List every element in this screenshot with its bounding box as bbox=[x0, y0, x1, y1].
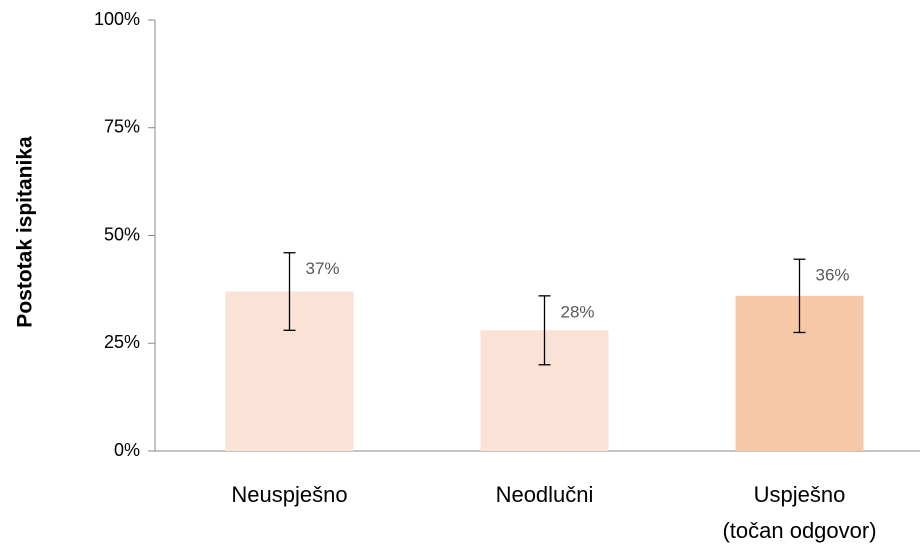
x-tick-label: Neodlučni bbox=[496, 482, 594, 507]
y-tick-label: 75% bbox=[104, 117, 140, 137]
value-label: 36% bbox=[816, 266, 850, 285]
x-tick-label: Uspješno (točan odgovor) bbox=[722, 482, 876, 543]
y-tick-label: 50% bbox=[104, 224, 140, 244]
y-tick-label: 100% bbox=[94, 9, 140, 29]
x-tick-label: Neuspješno bbox=[231, 482, 347, 507]
y-tick-label: 0% bbox=[114, 440, 140, 460]
y-tick-label: 25% bbox=[104, 332, 140, 352]
y-axis-label: Postotak ispitanika bbox=[14, 136, 37, 328]
error-bar bbox=[793, 258, 806, 334]
error-bar bbox=[283, 252, 296, 331]
value-label: 28% bbox=[561, 302, 595, 321]
value-label: 37% bbox=[306, 259, 340, 278]
error-bar bbox=[538, 295, 551, 366]
